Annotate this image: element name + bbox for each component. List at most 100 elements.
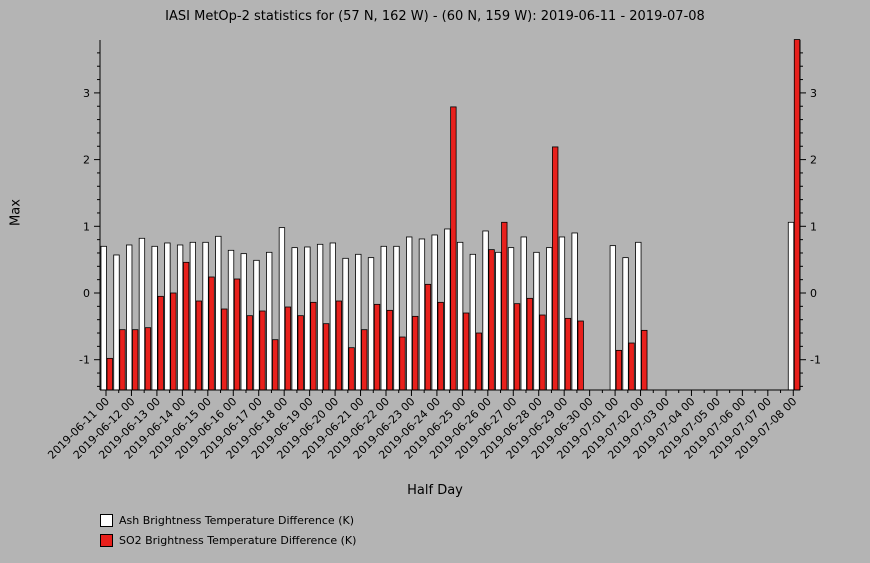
y-tick-label-right: 1 (810, 220, 817, 233)
bar-ash (571, 232, 578, 391)
bar-so2 (144, 327, 152, 391)
bar-ash (609, 245, 616, 391)
bar-so2 (259, 310, 266, 391)
y-tick-label: 1 (83, 220, 90, 233)
bar-so2 (284, 306, 292, 391)
bar-ash (329, 242, 336, 391)
x-axis-label: Half Day (407, 483, 463, 498)
y-tick-label-right: -1 (810, 354, 821, 367)
bar-ash (380, 245, 387, 391)
bar-ash (622, 257, 629, 391)
bar-so2 (412, 315, 419, 391)
bar-ash (393, 245, 400, 391)
legend-swatch-so2 (100, 533, 113, 547)
bar-ash (151, 245, 158, 391)
bar-so2 (119, 329, 126, 391)
bar-so2 (246, 315, 253, 391)
bar-so2 (195, 300, 202, 391)
y-tick-label: 2 (83, 154, 90, 167)
legend-item-so2: SO2 Brightness Temperature Difference (K… (100, 532, 356, 548)
bar-so2 (361, 329, 368, 391)
bar-so2 (373, 303, 381, 391)
bar-so2 (322, 323, 330, 391)
bar-so2 (348, 347, 355, 391)
bar-so2 (106, 357, 113, 391)
bar-so2 (233, 278, 241, 391)
bar-so2 (475, 332, 482, 391)
legend-label-so2: SO2 Brightness Temperature Difference (K… (119, 533, 357, 547)
bar-ash (227, 249, 235, 391)
bar-so2 (335, 300, 342, 391)
bar-so2 (628, 342, 635, 391)
bar-so2 (513, 303, 521, 391)
bar-so2 (526, 297, 533, 391)
bar-ash (520, 236, 527, 391)
bar-ash (469, 253, 476, 391)
bar-so2 (501, 221, 508, 391)
bar-ash (635, 241, 642, 391)
bar-ash (126, 244, 133, 391)
bar-so2 (552, 146, 559, 391)
y-tick-label-right: 0 (810, 287, 817, 300)
bar-so2 (132, 329, 139, 391)
y-tick-label: 3 (83, 87, 90, 100)
bar-so2 (462, 312, 470, 391)
bar-so2 (577, 320, 584, 391)
bar-ash (100, 245, 107, 391)
bar-so2 (424, 283, 432, 391)
bar-so2 (793, 39, 801, 391)
bar-ash (558, 236, 566, 391)
bar-ash (495, 251, 502, 391)
bar-ash (418, 238, 426, 391)
bar-so2 (539, 314, 546, 391)
bar-ash (291, 247, 298, 391)
bar-so2 (450, 106, 457, 391)
legend-item-ash: Ash Brightness Temperature Difference (K… (100, 512, 354, 528)
bar-so2 (399, 336, 406, 391)
bar-so2 (272, 339, 279, 391)
y-tick-label-right: 2 (810, 154, 817, 167)
bar-ash (202, 241, 209, 391)
bar-so2 (437, 301, 444, 391)
legend-swatch-ash (100, 513, 113, 527)
bar-ash (138, 237, 146, 391)
y-tick-label-right: 3 (810, 87, 817, 100)
bar-ash (164, 242, 171, 391)
bar-ash (444, 228, 451, 391)
bar-so2 (310, 301, 317, 391)
bar-ash (546, 247, 553, 391)
bar-ash (278, 227, 286, 391)
bar-ash (113, 254, 120, 391)
bar-so2 (615, 349, 622, 391)
bar-so2 (221, 308, 228, 391)
y-tick-label: 0 (83, 287, 90, 300)
bar-so2 (208, 276, 215, 391)
bar-so2 (564, 317, 572, 391)
bar-ash (176, 244, 184, 391)
bar-so2 (641, 329, 648, 391)
bar-so2 (157, 295, 164, 391)
bar-ash (456, 241, 464, 391)
bar-ash (787, 221, 795, 391)
legend-label-ash: Ash Brightness Temperature Difference (K… (119, 513, 354, 527)
bar-so2 (170, 292, 177, 391)
bar-ash (406, 236, 413, 391)
bar-ash (253, 259, 260, 391)
bar-so2 (297, 315, 304, 391)
chart-title: IASI MetOp-2 statistics for (57 N, 162 W… (165, 9, 705, 24)
bar-ash (482, 230, 489, 391)
bar-so2 (488, 249, 495, 391)
bar-ash (316, 243, 324, 391)
bar-ash (240, 253, 247, 391)
bar-ash (304, 246, 311, 391)
bar-ash (507, 247, 515, 391)
bar-ash (215, 235, 222, 391)
bar-ash (355, 253, 362, 391)
bar-ash (533, 251, 540, 391)
bar-ash (189, 241, 196, 391)
bar-so2 (182, 261, 190, 391)
bar-so2 (386, 309, 393, 391)
y-tick-label: -1 (79, 354, 90, 367)
